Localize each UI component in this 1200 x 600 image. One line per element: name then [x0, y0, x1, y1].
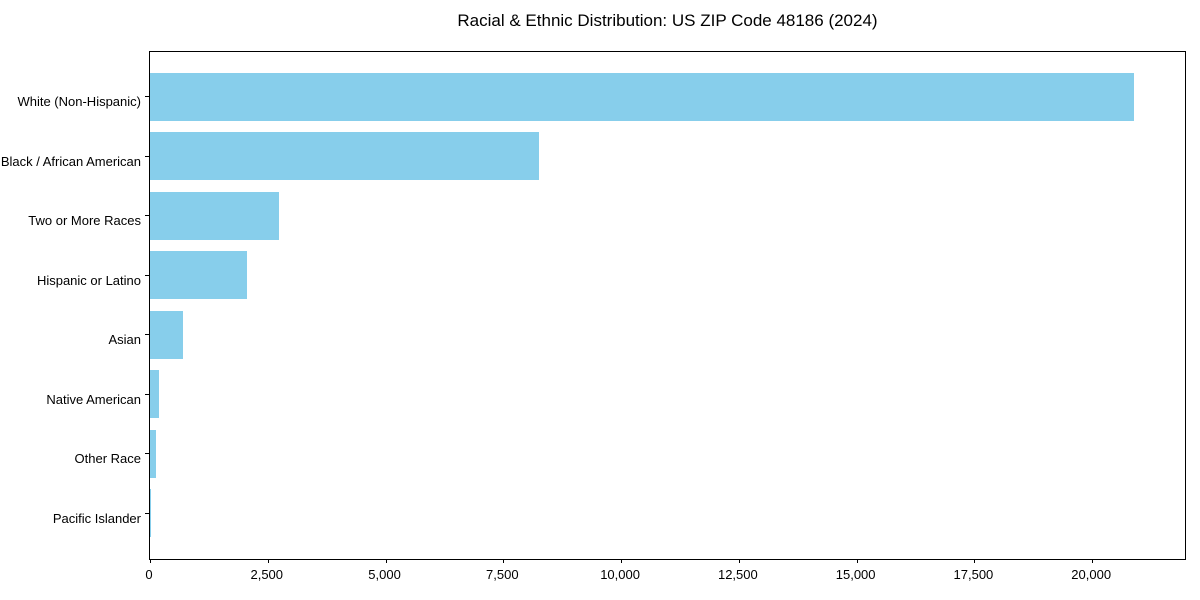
- bar: [150, 72, 1135, 121]
- y-tick: [145, 155, 149, 157]
- y-tick: [145, 334, 149, 336]
- x-tick-label: 10,000: [600, 567, 640, 582]
- y-axis-label: Pacific Islander: [52, 510, 141, 526]
- bar: [150, 370, 159, 419]
- y-axis-label: Native American: [46, 391, 141, 407]
- x-tick: [503, 559, 505, 563]
- x-tick: [267, 559, 269, 563]
- x-axis-labels: 0 2,500 5,000 7,500 10,000 12,500 15,000 17,500…: [0, 567, 1200, 585]
- bar: [150, 251, 248, 300]
- x-tick-label: 12,500: [717, 567, 758, 582]
- x-tick-label: 2,500: [250, 567, 284, 582]
- bar: [150, 489, 151, 538]
- y-axis-label: Two or More Races: [28, 213, 141, 228]
- y-axis-label: Asian: [108, 332, 141, 347]
- x-tick: [738, 559, 740, 563]
- x-tick: [385, 559, 387, 563]
- y-tick: [145, 274, 149, 276]
- bar: [150, 132, 540, 181]
- x-tick: [1092, 559, 1094, 563]
- x-tick-label: 5,000: [368, 567, 401, 582]
- y-tick: [145, 512, 149, 514]
- y-axis-labels: White (Non-Hispanic) Black / African Amer…: [0, 51, 141, 560]
- bar: [150, 429, 157, 478]
- y-axis-label: Hispanic or Latino: [36, 272, 141, 288]
- y-tick: [145, 96, 149, 98]
- x-tick-label: 7,500: [486, 567, 519, 582]
- y-axis-label: White (Non-Hispanic): [17, 94, 141, 109]
- y-tick: [145, 393, 149, 395]
- chart-title: Racial & Ethnic Distribution: US ZIP Cod…: [457, 11, 878, 30]
- x-tick: [150, 559, 151, 563]
- y-tick: [145, 215, 149, 217]
- x-tick-label: 17,500: [953, 567, 994, 582]
- bar: [150, 310, 183, 359]
- x-tick: [856, 559, 858, 563]
- y-axis-label: Other Race: [74, 451, 141, 466]
- x-tick: [621, 559, 623, 563]
- x-tick-label: 0: [145, 567, 153, 582]
- plot-area: [145, 51, 1186, 563]
- y-axis-label: Black / African American: [0, 153, 141, 169]
- y-tick: [145, 453, 149, 455]
- x-tick: [974, 559, 976, 563]
- bar: [150, 191, 279, 240]
- x-tick-label: 15,000: [835, 567, 876, 582]
- x-tick-label: 20,000: [1071, 567, 1112, 582]
